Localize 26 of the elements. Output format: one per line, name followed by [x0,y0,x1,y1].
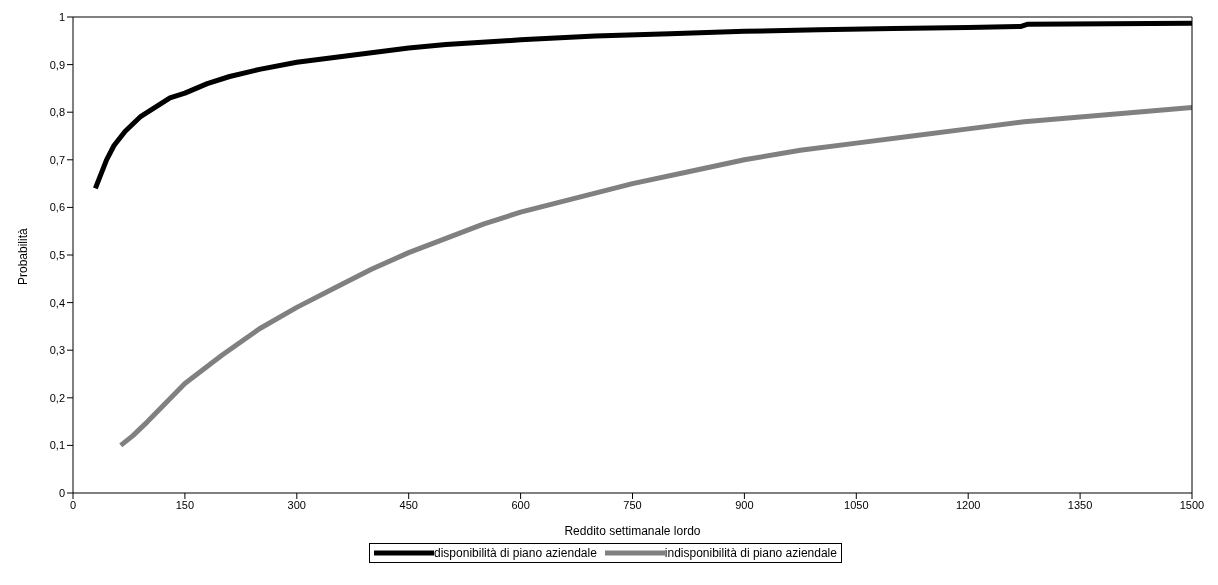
legend-label: indisponibilità di piano aziendale [664,546,837,560]
x-tick-label: 450 [399,498,418,511]
y-tick-label: 0,3 [49,344,65,357]
x-tick-label: 300 [287,498,306,511]
x-tick-label: 1050 [844,498,869,511]
y-tick-label: 0,9 [49,58,65,71]
x-tick-label: 900 [735,498,754,511]
y-tick-label: 0,1 [49,439,65,452]
y-tick-label: 0,2 [49,391,65,404]
y-tick-label: 0,7 [49,153,65,166]
x-tick-label: 1350 [1067,498,1093,511]
x-tick-label: 0 [69,498,77,511]
y-tick-label: 0 [58,486,65,499]
y-tick-label: 0,5 [49,248,65,261]
x-tick-label: 1200 [955,498,981,511]
x-tick-label: 600 [511,498,530,511]
y-tick-label: 0,4 [49,296,65,309]
x-tick-label: 150 [175,498,195,511]
x-axis-title: Reddito settimanale lordo [564,524,701,538]
y-axis-title: Probabilità [16,227,31,285]
y-tick-label: 0,8 [49,106,65,119]
y-tick-label: 0,6 [49,201,65,214]
x-tick-label: 750 [623,498,642,511]
y-tick-label: 1 [58,10,65,23]
legend-label: disponibilità di piano aziendale [434,546,597,560]
x-tick-label: 1500 [1179,498,1205,511]
